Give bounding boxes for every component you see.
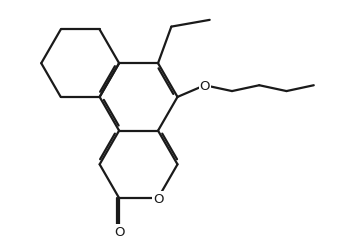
Text: O: O — [114, 225, 124, 238]
Text: O: O — [153, 192, 163, 205]
Text: O: O — [200, 79, 210, 92]
